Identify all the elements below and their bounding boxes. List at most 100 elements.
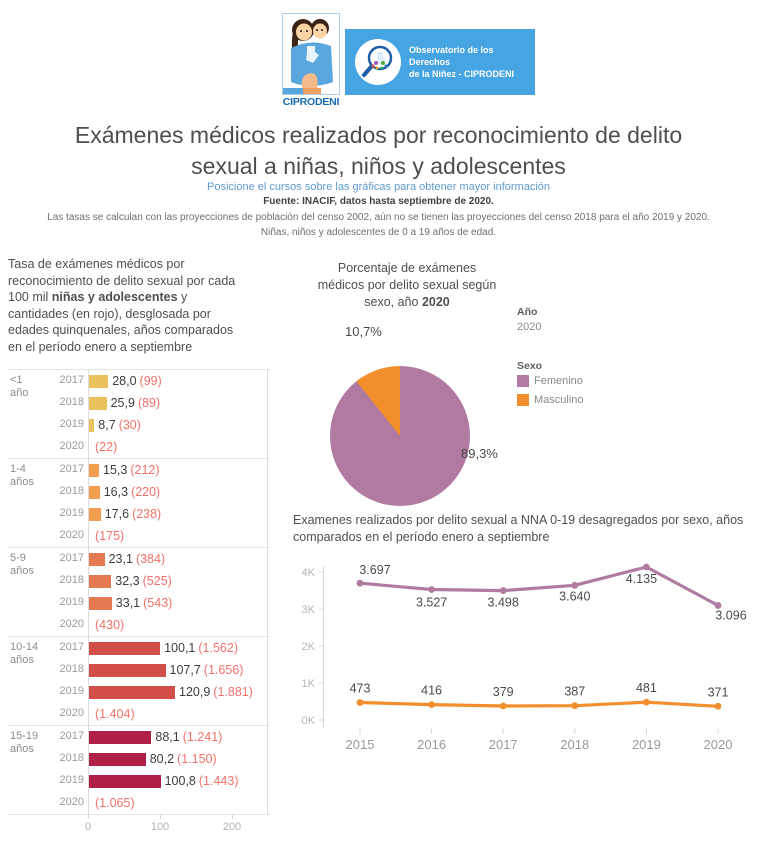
bar-row-1-4-2018: 2018 16,3 (220) — [8, 481, 270, 503]
axis-line — [267, 370, 268, 815]
year-label: 2018 — [59, 396, 84, 408]
x-tick-label: 2015 — [346, 737, 375, 752]
line-femenino[interactable] — [358, 565, 720, 608]
bar-mark-15-19-2017[interactable] — [88, 730, 152, 744]
line-masculino[interactable] — [358, 700, 720, 708]
age-group-label: 5-9 años — [10, 552, 34, 577]
rate-value: 23,1 — [108, 552, 133, 566]
line-chart-title: Examenes realizados por delito sexual a … — [293, 513, 744, 544]
point-masculino-2020[interactable] — [714, 702, 722, 710]
legend-year-value: 2020 — [517, 321, 542, 333]
bar-mark-15-19-2019[interactable] — [88, 774, 161, 788]
point-femenino-2016[interactable] — [428, 586, 435, 593]
bar-row-1-4-2019: 2019 17,6 (238) — [8, 503, 270, 525]
rate-value: 100,1 — [164, 641, 196, 655]
count-value: (238) — [132, 507, 162, 521]
rate-value: 100,8 — [164, 774, 196, 788]
rate-value: 15,3 — [103, 463, 128, 477]
count-value: (1.656) — [203, 663, 244, 677]
bar-mark-1-4-2017[interactable] — [88, 463, 99, 477]
x-tick-label: 2016 — [417, 737, 446, 752]
x-tick-label: 2019 — [632, 737, 661, 752]
point-label: 473 — [350, 681, 371, 695]
masculino-swatch — [517, 394, 529, 406]
point-masculino-2016[interactable] — [428, 701, 435, 709]
pie-chart-panel: Porcentaje de exámenes médicos por delit… — [293, 258, 757, 510]
sex-share-pie[interactable] — [330, 366, 470, 506]
point-masculino-2015[interactable] — [356, 699, 364, 706]
age-group-label: 1-4 años — [10, 463, 34, 488]
rate-value: 80,2 — [149, 752, 175, 766]
year-label: 2017 — [59, 463, 84, 475]
age-group-10-14: 10-14 años 2017 100,1 (1.562) 2018 107,7 (1.656… — [8, 637, 270, 726]
rate-value: 8,7 — [98, 418, 116, 432]
bar-chart-panel: Tasa de exámenes médicos por reconocimie… — [8, 256, 270, 839]
bar-mark-5-9-2017[interactable] — [88, 552, 105, 566]
bar-row-lt1-2017: 2017 28,0 (99) — [8, 370, 270, 392]
point-masculino-2019[interactable] — [643, 698, 650, 706]
bar-row-5-9-2019: 2019 33,1 (543) — [8, 592, 270, 614]
count-value: (1.241) — [182, 730, 223, 744]
bar-row-10-14-2017: 2017 100,1 (1.562) — [8, 637, 270, 659]
count-value: (543) — [143, 596, 173, 610]
bar-row-15-19-2018: 2018 80,2 (1.150) — [8, 748, 270, 770]
point-femenino-2020[interactable] — [714, 602, 722, 609]
point-masculino-2018[interactable] — [571, 702, 579, 710]
bar-mark-10-14-2017[interactable] — [88, 641, 161, 655]
ciprodeni-logo: CIPRODENI — [281, 13, 341, 108]
rate-value: 16,3 — [103, 485, 129, 499]
bar-mark-lt1-2017[interactable] — [88, 374, 109, 388]
bar-mark-5-9-2019[interactable] — [88, 596, 112, 610]
bar-mark-1-4-2019[interactable] — [88, 507, 101, 521]
bar-mark-5-9-2018[interactable] — [88, 574, 112, 588]
count-value: (525) — [142, 574, 172, 588]
bar-row-5-9-2017: 2017 23,1 (384) — [8, 548, 270, 570]
year-label: 2018 — [59, 663, 84, 675]
point-femenino-2015[interactable] — [356, 579, 364, 587]
age-group-1-4: 1-4 años 2017 15,3 (212) 2018 16,3 (220) 2019 17,… — [8, 459, 270, 548]
bar-mark-1-4-2018[interactable] — [88, 485, 100, 499]
bar-mark-10-14-2018[interactable] — [88, 663, 166, 677]
rate-bar-chart[interactable]: <1 año 2017 28,0 (99) 2018 25,9 (89) 2019 8,7 (30)… — [8, 369, 270, 815]
point-femenino-2019[interactable] — [643, 563, 650, 571]
count-value: (30) — [118, 418, 141, 432]
point-masculino-2017[interactable] — [499, 702, 507, 710]
bar-chart-title: Tasa de exámenes médicos por reconocimie… — [8, 257, 236, 354]
count-value: (1.562) — [198, 641, 238, 655]
point-femenino-2018[interactable] — [571, 581, 579, 589]
bar-row-15-19-2020: 2020 (1.065) — [8, 792, 270, 814]
bar-mark-15-19-2018[interactable] — [88, 752, 146, 766]
legend-year-title: Año — [517, 306, 538, 318]
point-label: 3.096 — [715, 608, 746, 622]
year-label: 2019 — [59, 418, 84, 430]
pie-label-femenino: 89,3% — [461, 446, 498, 461]
age-group-label: 10-14 años — [10, 641, 39, 666]
count-value: (220) — [131, 485, 161, 499]
year-label: 2017 — [59, 374, 84, 386]
bar-row-lt1-2020: 2020 (22) — [8, 436, 270, 458]
point-label: 4.135 — [626, 572, 657, 586]
year-label: 2019 — [59, 596, 84, 608]
count-value: (384) — [135, 552, 166, 566]
rate-value: 17,6 — [104, 507, 130, 521]
age-range-note: Niñas, niños y adolescentes de 0 a 19 añ… — [260, 227, 497, 238]
rate-value: 33,1 — [115, 596, 141, 610]
bar-mark-lt1-2019[interactable] — [88, 418, 95, 432]
bar-mark-lt1-2018[interactable] — [88, 396, 107, 410]
count-value: (175) — [95, 529, 125, 543]
point-label: 3.697 — [359, 563, 390, 577]
exams-line-chart[interactable]: 0K 1K 2K 3K 4K 2015 2016 2017 2018 2019 2020 3.697 3… — [293, 558, 753, 768]
point-femenino-2017[interactable] — [499, 587, 507, 594]
legend-item-masculino[interactable]: Masculino — [517, 394, 584, 406]
bar-row-15-19-2017: 2017 88,1 (1.241) — [8, 726, 270, 748]
count-value: (1.065) — [95, 796, 135, 810]
pie-label-masculino: 10,7% — [345, 324, 382, 339]
legend-item-femenino[interactable]: Femenino — [517, 375, 583, 387]
count-value: (1.150) — [177, 752, 217, 766]
bar-mark-10-14-2019[interactable] — [88, 685, 175, 699]
point-label: 481 — [636, 681, 657, 695]
year-label: 2020 — [59, 707, 84, 719]
bar-row-lt1-2019: 2019 8,7 (30) — [8, 414, 270, 436]
bar-row-1-4-2020: 2020 (175) — [8, 525, 270, 547]
